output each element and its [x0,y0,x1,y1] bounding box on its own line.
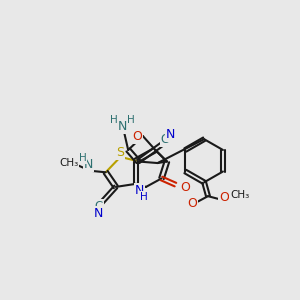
Text: O: O [219,191,229,204]
Text: CH₃: CH₃ [59,158,78,168]
Text: H: H [140,192,148,202]
Text: O: O [133,130,142,142]
Text: CH₃: CH₃ [230,190,249,200]
Text: C: C [94,200,103,213]
Text: N: N [84,158,93,171]
Text: H: H [110,115,117,125]
Text: H: H [128,115,135,125]
Text: C: C [160,134,169,146]
Text: O: O [180,181,190,194]
Text: N: N [118,120,128,133]
Text: N: N [166,128,176,141]
Text: N: N [94,207,104,220]
Text: S: S [116,146,124,159]
Text: H: H [79,153,86,164]
Text: O: O [187,196,197,210]
Text: N: N [135,184,145,197]
